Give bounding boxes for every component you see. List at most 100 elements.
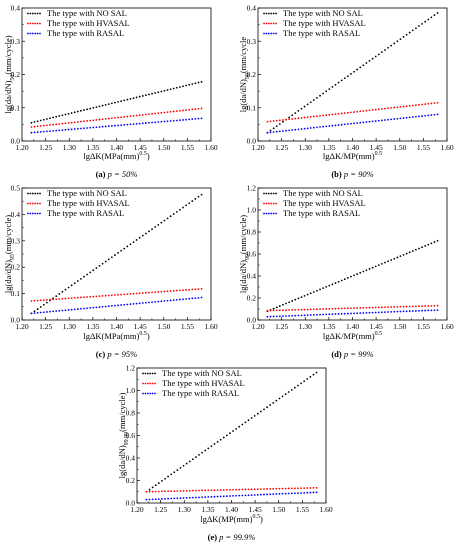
data-point <box>281 487 284 490</box>
legend-dot <box>146 382 149 385</box>
legend-dot <box>263 22 265 25</box>
data-point <box>154 300 157 303</box>
data-point <box>288 116 290 119</box>
data-point <box>123 115 126 118</box>
data-point <box>405 105 408 108</box>
data-point <box>172 119 175 122</box>
data-point <box>303 380 306 383</box>
data-point <box>225 495 228 498</box>
data-point <box>191 83 194 85</box>
y-tick-label: 0.3 <box>11 37 21 46</box>
data-point <box>229 432 231 435</box>
data-point <box>300 314 303 317</box>
data-point <box>200 287 203 290</box>
data-point <box>306 487 309 489</box>
data-point <box>436 12 439 14</box>
data-point <box>377 306 380 309</box>
data-point <box>331 113 334 116</box>
data-point <box>148 490 151 493</box>
data-point <box>272 307 275 310</box>
data-point <box>235 488 238 491</box>
data-point <box>427 309 430 312</box>
data-point <box>138 292 141 295</box>
data-point <box>61 129 64 131</box>
data-point <box>235 427 238 430</box>
data-point <box>371 311 374 314</box>
data-point <box>343 112 346 115</box>
data-point <box>213 443 216 445</box>
data-point <box>46 130 48 133</box>
legend-dot <box>29 12 32 15</box>
x-tick-label: 1.20 <box>130 505 143 514</box>
data-point <box>282 119 284 121</box>
data-point <box>365 62 368 64</box>
data-point <box>148 121 150 124</box>
data-point <box>405 116 408 119</box>
data-point <box>408 251 411 254</box>
legend-dot <box>27 22 29 25</box>
data-point <box>247 488 250 491</box>
data-point <box>198 489 200 492</box>
data-point <box>365 121 368 123</box>
data-point <box>285 129 287 132</box>
data-point <box>188 288 191 291</box>
data-point <box>179 109 181 112</box>
data-point <box>390 107 393 109</box>
data-point <box>393 310 396 313</box>
data-point <box>322 313 325 316</box>
legend-dot <box>275 22 277 25</box>
data-point <box>433 241 436 243</box>
data-point <box>160 221 163 224</box>
data-point <box>325 308 328 310</box>
x-tick-label: 1.20 <box>251 143 264 152</box>
legend-marker <box>27 212 41 215</box>
data-point <box>107 103 110 106</box>
x-tick-label: 1.25 <box>275 322 288 331</box>
data-point <box>33 312 36 315</box>
legend-dot <box>275 192 277 195</box>
data-point <box>64 113 67 116</box>
x-tick-label: 1.35 <box>86 322 99 331</box>
y-tick-label: 0.4 <box>247 272 257 281</box>
x-tick-label: 1.30 <box>178 505 191 514</box>
caption-letter: (d) <box>331 349 344 359</box>
data-point <box>285 118 287 121</box>
data-point <box>185 462 188 465</box>
data-point <box>70 121 73 124</box>
data-point <box>191 200 194 202</box>
data-point <box>123 99 126 102</box>
data-point <box>337 81 340 84</box>
data-point <box>275 315 278 318</box>
data-point <box>182 298 184 301</box>
data-point <box>368 311 371 314</box>
data-point <box>83 296 85 299</box>
legend-dot <box>265 22 268 25</box>
data-point <box>384 261 386 264</box>
data-point <box>80 296 82 299</box>
data-point <box>163 219 166 222</box>
data-point <box>424 305 427 307</box>
data-point <box>141 234 144 237</box>
data-point <box>76 280 79 282</box>
series-1-line <box>266 101 439 123</box>
data-point <box>144 113 147 116</box>
data-point <box>269 131 272 134</box>
data-point <box>185 84 187 87</box>
data-point <box>402 105 405 108</box>
data-point <box>306 314 309 317</box>
data-point <box>151 92 153 95</box>
data-point <box>126 98 129 101</box>
data-point <box>58 293 61 295</box>
data-point <box>55 298 58 301</box>
data-point <box>356 312 359 315</box>
data-point <box>284 492 287 495</box>
data-point <box>294 314 297 317</box>
caption-letter: (b) <box>331 169 344 179</box>
data-point <box>58 123 61 125</box>
chart-panel-1: 1.20 1.25 1.30 1.35 1.40 1.45 1.50 1.55 1.60 0.0 0… <box>238 4 454 180</box>
legend-dot <box>149 392 152 395</box>
data-point <box>316 126 318 129</box>
data-point <box>278 305 281 307</box>
chart-panel-0: 1.20 1.25 1.30 1.35 1.40 1.45 1.50 1.55 1.60 0.0 0… <box>3 4 218 180</box>
